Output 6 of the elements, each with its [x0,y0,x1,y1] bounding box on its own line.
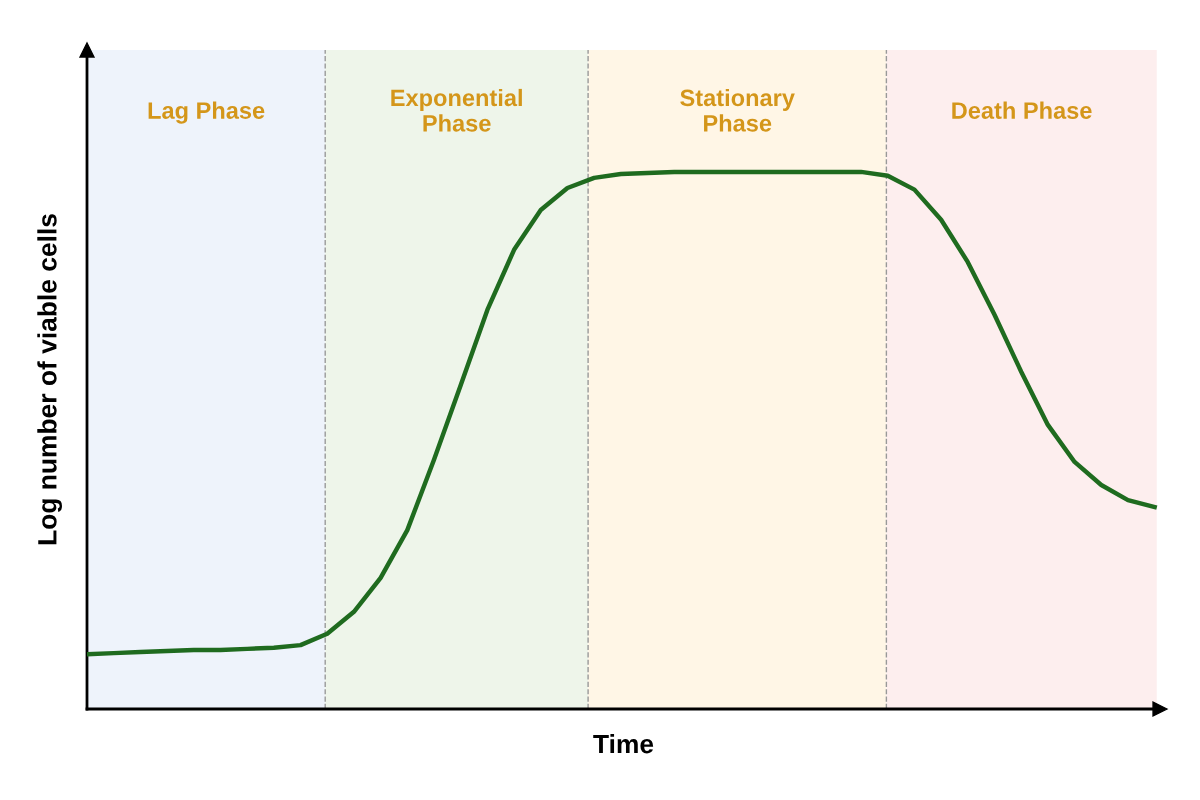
text: Lag Phase [148,101,265,124]
x-axis-title: Time [593,734,654,754]
text: Death Phase [952,101,1092,119]
y-axis-title: Log number of viable cells [37,214,62,545]
text: Stationary Phase [680,88,795,132]
text: Exponential Phase [391,88,522,132]
